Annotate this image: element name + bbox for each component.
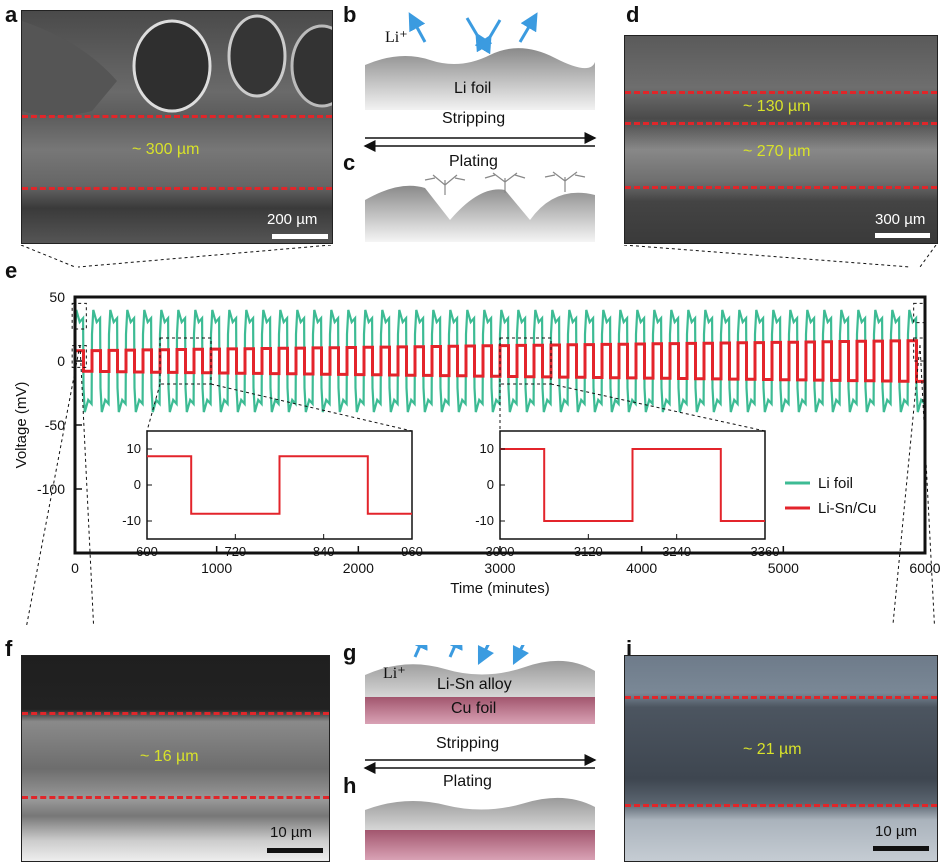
scale-bar-d — [875, 233, 930, 238]
connector-a-left — [20, 245, 76, 268]
schematic-bc — [363, 12, 597, 242]
inset-1-y-tick-label: 10 — [127, 441, 141, 456]
inset-1-x-tick-label: 840 — [313, 544, 335, 559]
scale-bar-f — [267, 848, 323, 853]
series-line-li-sn-cu — [75, 339, 925, 383]
inset-2-x-tick-label: 3360 — [751, 544, 780, 559]
x-axis-label: Time (minutes) — [450, 580, 549, 597]
connector-inset1-right — [210, 383, 413, 432]
cu-foil-label: Cu foil — [451, 700, 497, 717]
connector-a-right — [77, 245, 332, 268]
inset-1-x-tick-label: 960 — [401, 544, 423, 559]
inset-2-y-tick-label: -10 — [475, 513, 494, 528]
sem-texture-a — [22, 14, 332, 116]
connector-d-right — [919, 245, 937, 268]
scale-bar-a — [272, 234, 328, 239]
panel-letter-e: e — [5, 258, 18, 283]
y-tick-label: -50 — [45, 417, 65, 433]
stripping-label-bottom: Stripping — [436, 735, 500, 752]
plating-label-top: Plating — [449, 153, 498, 170]
x-tick-label: 0 — [71, 560, 79, 576]
y-tick-label: -100 — [37, 481, 65, 497]
x-tick-label: 1000 — [201, 560, 232, 576]
zoom-box-600-960 — [159, 337, 212, 385]
x-tick-label: 2000 — [343, 560, 374, 576]
inset-2-x-tick-label: 3000 — [486, 544, 515, 559]
scale-label-i: 10 µm — [875, 823, 917, 840]
x-tick-label: 5000 — [768, 560, 799, 576]
x-tick-label: 4000 — [626, 560, 657, 576]
x-tick-label: 6000 — [909, 560, 940, 576]
panel-letter-a: a — [5, 2, 18, 27]
scale-label-a: 200 µm — [267, 211, 318, 228]
zoom-box-end-green — [913, 302, 926, 324]
panel-letter-b: b — [343, 2, 357, 27]
y-tick-label: 50 — [49, 289, 65, 305]
li-ion-label-b: Li⁺ — [385, 29, 408, 46]
zoom-box-3000-3360 — [499, 337, 552, 385]
stripping-label-top: Stripping — [442, 110, 506, 127]
sem-image-d: ~ 130 µm ~ 270 µm 300 µm — [624, 35, 938, 244]
inset-1-series-line — [147, 455, 412, 515]
inset-1-x-tick-label: 720 — [224, 544, 246, 559]
connector-f-right — [79, 344, 95, 625]
inset-1-x-tick-label: 600 — [136, 544, 158, 559]
plating-label-bottom: Plating — [443, 773, 492, 790]
panel-letter-g: g — [343, 640, 357, 665]
li-foil-label: Li foil — [454, 80, 492, 97]
inset-2-y-tick-label: 10 — [480, 441, 494, 456]
panel-letter-c: c — [343, 150, 356, 175]
inset-2-x-tick-label: 3240 — [662, 544, 691, 559]
sem-image-i: ~ 21 µm 10 µm — [624, 655, 938, 862]
connector-i-right — [919, 344, 935, 625]
y-tick-label: 0 — [57, 353, 65, 369]
connector-f-left — [26, 344, 81, 625]
sem-image-a: ~ 300 µm 200 µm — [21, 10, 333, 244]
legend-label-1: Li-Sn/Cu — [818, 500, 876, 517]
thickness-label-d-bottom: ~ 270 µm — [743, 143, 811, 160]
inset-2-y-tick-label: 0 — [487, 477, 494, 492]
inset-2-x-tick-label: 3120 — [574, 544, 603, 559]
panel-letter-f: f — [5, 636, 13, 661]
zoom-box-start-red — [71, 345, 87, 368]
li-ion-label-g: Li⁺ — [383, 665, 406, 682]
connector-i-left — [892, 344, 921, 625]
inset-1-y-tick-label: 0 — [134, 477, 141, 492]
inset-2-series-line — [500, 448, 765, 522]
connector-inset2-right — [550, 383, 766, 432]
y-axis-label: Voltage (mV) — [13, 382, 30, 469]
legend-label-0: Li foil — [818, 475, 853, 492]
thickness-label-d-top: ~ 130 µm — [743, 98, 811, 115]
scale-label-f: 10 µm — [270, 824, 312, 841]
thickness-label-a: ~ 300 µm — [132, 141, 200, 158]
connector-d-left — [623, 245, 911, 268]
thickness-label-f: ~ 16 µm — [140, 748, 199, 765]
thickness-label-i: ~ 21 µm — [743, 741, 802, 758]
li-sn-alloy-label: Li-Sn alloy — [437, 676, 512, 693]
panel-letter-i: i — [626, 636, 633, 661]
inset-1-y-tick-label: -10 — [122, 513, 141, 528]
panel-letter-d: d — [626, 2, 640, 27]
panel-letter-h: h — [343, 773, 357, 798]
voltage-chart: 0 1000 2000 3000 4000 5000 6000500-50-100Time … — [13, 245, 941, 625]
sem-image-f: ~ 16 µm 10 µm — [21, 655, 330, 862]
scale-label-d: 300 µm — [875, 211, 926, 228]
x-tick-label: 3000 — [484, 560, 515, 576]
zoom-box-start-green — [71, 302, 87, 330]
connector-inset1-left — [146, 383, 161, 432]
schematic-gh — [363, 645, 597, 860]
scale-bar-i — [873, 846, 929, 851]
